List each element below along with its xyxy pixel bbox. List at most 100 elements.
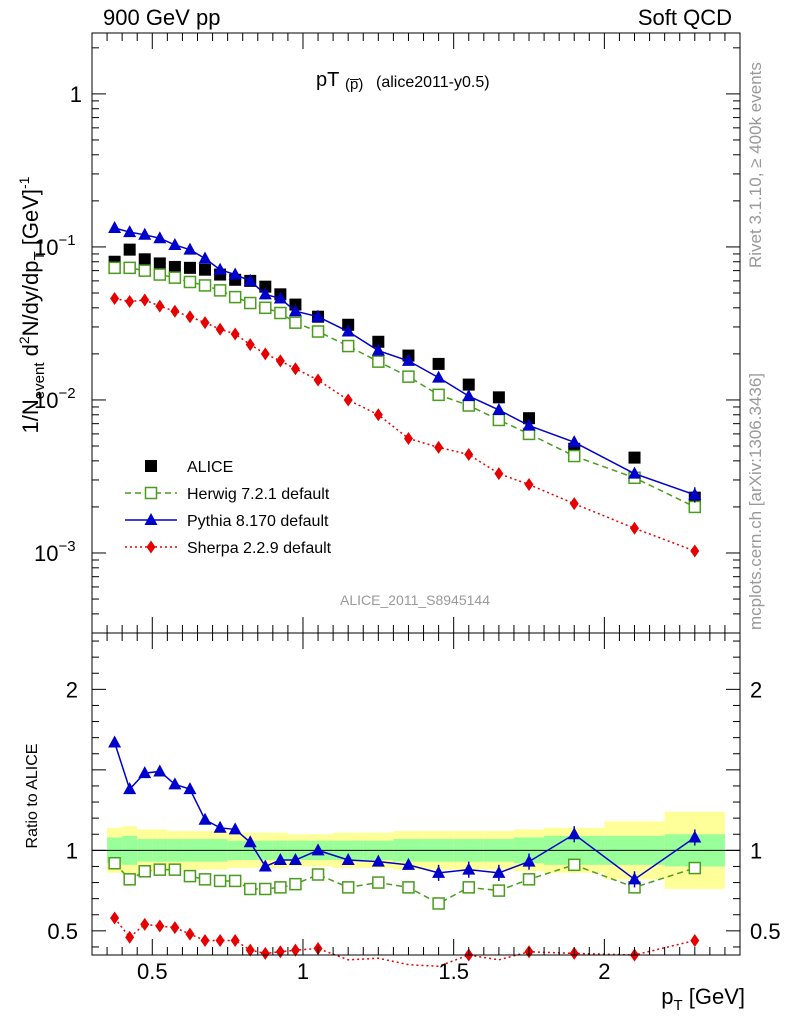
data-point [215,322,225,336]
data-point [313,373,323,387]
data-point [168,260,181,273]
data-point [259,280,272,293]
legend-item: Herwig 7.2.1 default [125,486,330,503]
ratio-point [243,835,257,848]
data-point [260,347,270,361]
data-point [138,227,152,240]
ratio-point [110,911,120,925]
data-point [245,338,255,352]
ratio-point [243,882,257,896]
y-tick-label-exp: −1 [58,232,75,249]
ratio-series-pythia [108,735,702,888]
ratio-point [200,934,210,948]
ratio-point [688,830,702,843]
data-point [524,478,534,492]
data-point [123,225,137,238]
data-point [153,231,167,244]
ratio-point [213,820,227,833]
data-point [228,290,242,304]
data-point [690,544,700,558]
data-point [243,296,257,310]
ratio-point [372,876,385,889]
y-axis-label-g: [GeV] [18,189,43,251]
ratio-point [215,934,225,948]
chart-title-main: pT [316,69,339,91]
x-axis-label-c: [GeV] [683,984,745,1009]
ratio-point [245,943,255,957]
ratio-point [170,921,180,935]
data-point [311,309,325,322]
legend-label: Sherpa 2.2.9 default [187,540,332,557]
header-left: 900 GeV pp [103,5,221,30]
ratio-point [341,881,355,894]
data-point [462,399,475,412]
ratio-point [230,934,240,948]
data-point [213,284,227,297]
ratio-point [260,946,270,960]
y-axis-label-a: 1/N [18,399,43,433]
data-point [432,357,445,370]
legend: ALICE Herwig 7.2.1 default Pythia 8.170 de… [125,459,332,557]
data-point [289,316,302,329]
data-point [401,353,415,366]
ratio-point [183,782,197,795]
data-point [228,267,242,280]
data-point [138,253,151,266]
y-tick-label-base: 10 [34,541,58,566]
y-tick-label-base: 10 [34,388,58,413]
data-point [108,220,122,233]
ratio-point [290,943,300,957]
data-point [371,343,385,356]
data-point [199,263,212,276]
ratio-point [690,934,700,948]
data-point [275,354,285,368]
ratio-point [273,853,287,866]
header-right: Soft QCD [637,5,732,30]
ratio-point [198,873,212,886]
ratio-point [185,927,195,941]
ratio-point [183,869,197,883]
legend-item: Sherpa 2.2.9 default [125,540,332,557]
ratio-point [138,766,152,779]
data-point [259,301,272,315]
data-point [155,299,165,313]
ratio-point [168,777,182,790]
legend-marker [146,540,156,554]
series-sherpa [110,292,700,558]
ratio-y-tick-label: 2 [66,677,78,702]
legend-label: ALICE [187,459,233,476]
ratio-point [688,861,702,875]
ratio-point [198,812,212,825]
ratio-point [258,859,272,872]
data-point [183,275,197,289]
chart-title-extra: (alice2011-y0.5) [376,74,490,91]
ratio-point [492,884,506,897]
ratio-point [228,874,242,888]
data-point [432,370,446,383]
data-point [183,242,197,255]
data-point [341,339,355,353]
data-point [138,264,151,277]
data-point [274,306,287,320]
y-axis-label-f: T [31,251,48,260]
y-axis-label-c: d [18,344,43,362]
data-point [311,325,325,338]
ratio-point [153,863,167,876]
ratio-point [288,853,302,866]
y-tick-label-exp: −3 [58,538,75,555]
data-point [243,273,257,286]
ratio-point [228,822,242,835]
x-tick-label: 2 [598,959,610,984]
ratio-point [274,881,287,894]
data-point [273,291,287,304]
y-tick-label: 10−2 [34,385,76,413]
data-point [628,466,642,479]
y-axis-label-e: N/dy/dp [18,261,43,337]
ratio-point [522,854,536,867]
data-point [185,310,195,324]
chart-title-sub: (p̅) [345,76,363,93]
ratio-point [138,865,151,878]
data-point [125,294,135,308]
data-point [230,327,240,341]
ratio-point [567,827,581,840]
